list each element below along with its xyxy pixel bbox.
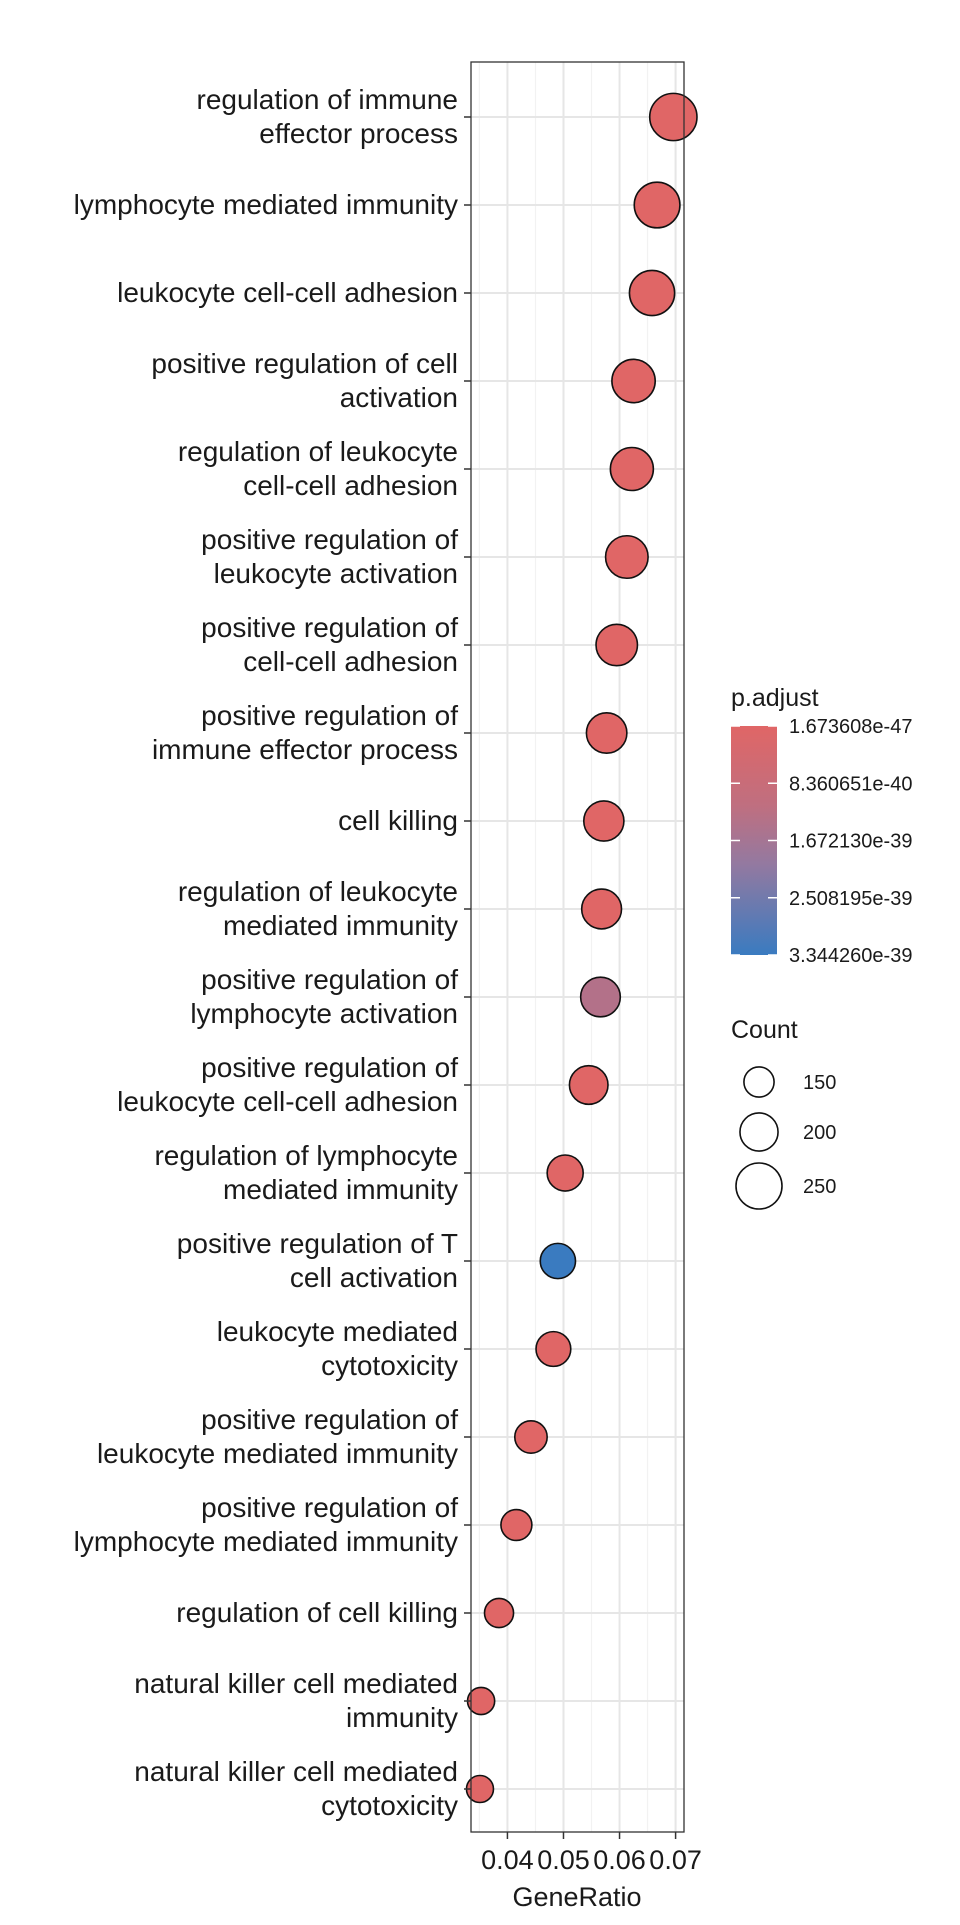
size-legend-key [739, 1112, 779, 1152]
y-tick-label: positive regulation of [201, 1404, 458, 1435]
color-legend-label: 2.508195e-39 [789, 888, 912, 910]
x-tick-label: 0.07 [649, 1845, 702, 1875]
y-tick-label: effector process [259, 118, 458, 149]
y-tick-label: cell-cell adhesion [243, 646, 458, 677]
data-point [595, 623, 639, 667]
y-tick-label: regulation of cell killing [176, 1597, 458, 1628]
y-tick-label: positive regulation of [201, 964, 458, 995]
y-tick-label: positive regulation of [201, 1052, 458, 1083]
y-tick-label: cell killing [338, 805, 458, 836]
color-legend-label: 8.360651e-40 [789, 773, 912, 795]
data-point [513, 1420, 548, 1454]
y-tick-label: leukocyte cell-cell adhesion [117, 1086, 458, 1117]
panel-background [471, 62, 684, 1832]
y-tick-label: regulation of leukocyte [178, 876, 458, 907]
y-tick-label: mediated immunity [223, 1174, 458, 1205]
y-tick-label: activation [340, 382, 458, 413]
data-point [585, 711, 628, 755]
y-tick-label: cell-cell adhesion [243, 470, 458, 501]
y-tick-label: mediated immunity [223, 910, 458, 941]
data-point [500, 1508, 533, 1542]
data-point [580, 888, 623, 930]
data-point [568, 1064, 609, 1106]
y-tick-label: positive regulation of [201, 1492, 458, 1523]
x-axis-title: GeneRatio [512, 1882, 641, 1912]
y-tick-label: cell activation [290, 1262, 458, 1293]
x-tick-label: 0.06 [593, 1845, 646, 1875]
color-legend-label: 1.672130e-39 [789, 831, 912, 853]
y-tick-label: positive regulation of cell [151, 348, 458, 379]
color-legend-title: p.adjust [731, 684, 819, 712]
x-tick-label: 0.05 [537, 1845, 590, 1875]
data-point [633, 181, 681, 229]
size-legend-label: 200 [803, 1122, 836, 1144]
data-point [483, 1597, 515, 1629]
size-legend-key [735, 1162, 783, 1210]
data-point [609, 446, 655, 492]
data-point [648, 92, 698, 142]
y-tick-label: leukocyte activation [214, 558, 458, 589]
y-tick-label: cytotoxicity [321, 1790, 458, 1821]
panel-border [470, 61, 685, 1833]
x-tick-label: 0.04 [481, 1845, 534, 1875]
y-tick-label: positive regulation of [201, 612, 458, 643]
size-legend-key [743, 1066, 775, 1098]
y-tick-label: regulation of leukocyte [178, 436, 458, 467]
y-tick-label: leukocyte mediated immunity [97, 1438, 458, 1469]
data-point [604, 534, 649, 580]
y-tick-label: positive regulation of [201, 524, 458, 555]
data-point [546, 1154, 584, 1192]
color-legend-label: 1.673608e-47 [789, 716, 912, 738]
y-tick-label: regulation of immune [197, 84, 458, 115]
y-tick-label: positive regulation of [201, 700, 458, 731]
data-point [579, 976, 622, 1018]
y-tick-label: immune effector process [152, 734, 458, 765]
data-point [535, 1330, 572, 1368]
y-tick-label: lymphocyte activation [190, 998, 458, 1029]
y-tick-label: natural killer cell mediated [134, 1756, 458, 1787]
y-tick-label: regulation of lymphocyte [154, 1140, 458, 1171]
y-tick-label: leukocyte mediated [217, 1316, 458, 1347]
size-legend-label: 250 [803, 1176, 836, 1198]
data-point [611, 358, 657, 404]
data-point [582, 800, 625, 842]
y-tick-label: positive regulation of T [177, 1228, 458, 1259]
y-tick-label: immunity [346, 1702, 458, 1733]
color-legend-label: 3.344260e-39 [789, 945, 912, 967]
size-legend-title: Count [731, 1016, 798, 1044]
size-legend-label: 150 [803, 1072, 836, 1094]
y-tick-label: natural killer cell mediated [134, 1668, 458, 1699]
y-tick-label: leukocyte cell-cell adhesion [117, 277, 458, 308]
data-point [539, 1242, 577, 1280]
y-tick-label: cytotoxicity [321, 1350, 458, 1381]
y-tick-label: lymphocyte mediated immunity [74, 189, 458, 220]
y-tick-label: lymphocyte mediated immunity [74, 1526, 458, 1557]
data-point [628, 269, 676, 317]
